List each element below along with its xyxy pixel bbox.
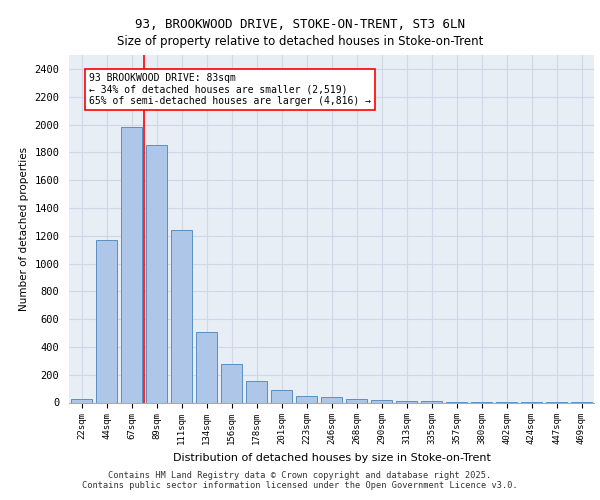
Bar [246,381,267,402]
Bar [221,364,242,403]
Text: 93, BROOKWOOD DRIVE, STOKE-ON-TRENT, ST3 6LN: 93, BROOKWOOD DRIVE, STOKE-ON-TRENT, ST3… [135,18,465,30]
Bar [296,396,317,402]
Bar [96,240,117,402]
Bar [321,397,342,402]
Bar [271,390,292,402]
Text: Contains public sector information licensed under the Open Government Licence v3: Contains public sector information licen… [82,481,518,490]
Bar [71,398,92,402]
Bar [371,400,392,402]
Bar [146,146,167,402]
Text: Contains HM Land Registry data © Crown copyright and database right 2025.: Contains HM Land Registry data © Crown c… [109,471,491,480]
Bar [346,399,367,402]
X-axis label: Distribution of detached houses by size in Stoke-on-Trent: Distribution of detached houses by size … [173,453,490,463]
Y-axis label: Number of detached properties: Number of detached properties [19,146,29,311]
Bar [196,332,217,402]
Text: 93 BROOKWOOD DRIVE: 83sqm
← 34% of detached houses are smaller (2,519)
65% of se: 93 BROOKWOOD DRIVE: 83sqm ← 34% of detac… [89,73,371,106]
Bar [396,401,417,402]
Bar [171,230,192,402]
Bar [121,128,142,402]
Text: Size of property relative to detached houses in Stoke-on-Trent: Size of property relative to detached ho… [117,35,483,48]
